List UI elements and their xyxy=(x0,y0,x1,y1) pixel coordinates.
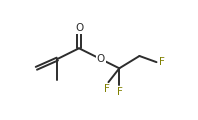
Text: F: F xyxy=(159,57,165,67)
Text: F: F xyxy=(104,84,110,94)
Text: O: O xyxy=(75,23,83,33)
Text: F: F xyxy=(117,87,123,97)
Text: O: O xyxy=(97,54,105,64)
